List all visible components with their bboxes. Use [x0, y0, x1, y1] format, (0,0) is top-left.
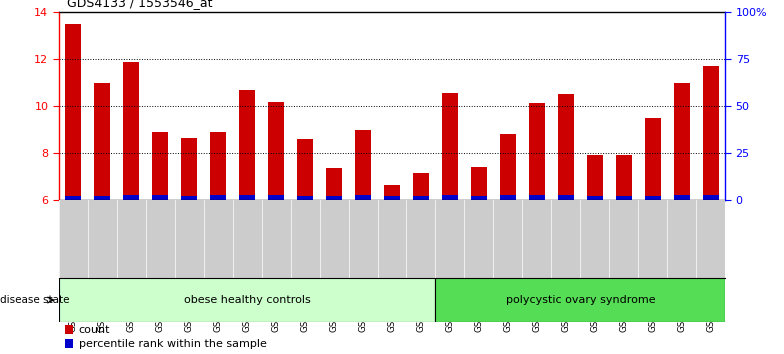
Bar [123, 62, 140, 200]
Bar [413, 196, 429, 200]
Bar [355, 195, 371, 200]
Bar [442, 93, 458, 200]
Bar [615, 155, 632, 200]
Bar [94, 83, 111, 200]
Bar [239, 90, 255, 200]
Text: disease state: disease state [0, 295, 70, 305]
Bar [297, 196, 313, 200]
Bar [644, 196, 661, 200]
Bar [65, 24, 82, 200]
Bar [65, 339, 74, 348]
Bar [644, 118, 661, 200]
Bar [210, 195, 226, 200]
Bar [384, 185, 400, 200]
Bar [152, 132, 169, 200]
Bar [384, 196, 400, 200]
Text: polycystic ovary syndrome: polycystic ovary syndrome [506, 295, 655, 305]
Bar [702, 195, 719, 200]
Bar [152, 195, 169, 200]
Bar [326, 196, 342, 200]
Bar [65, 325, 74, 334]
Bar [65, 196, 82, 200]
Bar [297, 139, 313, 200]
Bar [558, 95, 574, 200]
Text: count: count [78, 325, 111, 335]
Text: percentile rank within the sample: percentile rank within the sample [78, 339, 267, 349]
Bar [355, 130, 371, 200]
Bar [210, 132, 226, 200]
Bar [268, 195, 284, 200]
Bar [181, 196, 197, 200]
Bar [59, 278, 435, 322]
Bar [181, 138, 197, 200]
Bar [123, 195, 140, 200]
Bar [558, 195, 574, 200]
Bar [500, 134, 516, 200]
Bar [268, 102, 284, 200]
Bar [500, 195, 516, 200]
Bar [702, 66, 719, 200]
Bar [471, 167, 487, 200]
Bar [529, 103, 545, 200]
Bar [587, 155, 603, 200]
Bar [413, 173, 429, 200]
Bar [471, 196, 487, 200]
Bar [435, 278, 725, 322]
Bar [442, 195, 458, 200]
Bar [326, 169, 342, 200]
Bar [587, 196, 603, 200]
Text: obese healthy controls: obese healthy controls [183, 295, 310, 305]
Text: GDS4133 / 1553546_at: GDS4133 / 1553546_at [67, 0, 212, 9]
Bar [673, 195, 690, 200]
Bar [529, 195, 545, 200]
Bar [239, 195, 255, 200]
Bar [615, 196, 632, 200]
Bar [94, 196, 111, 200]
Bar [673, 83, 690, 200]
